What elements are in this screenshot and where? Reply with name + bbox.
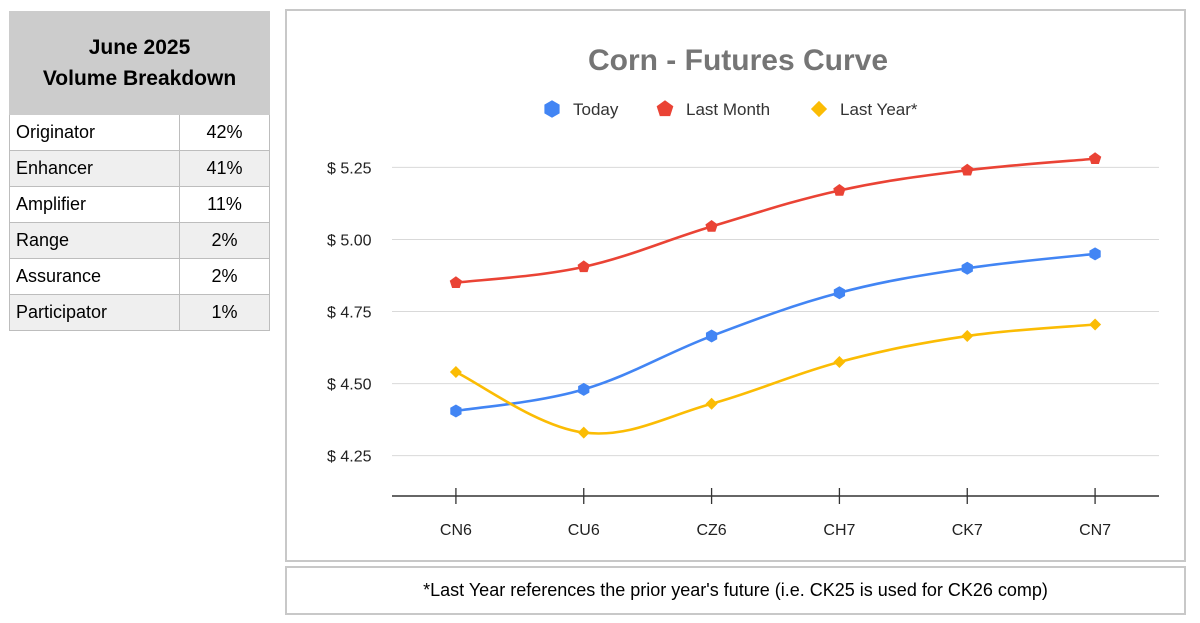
footnote-text: *Last Year references the prior year's f… bbox=[423, 580, 1048, 600]
legend-item-today: Today bbox=[544, 100, 619, 119]
row-value: 41% bbox=[179, 150, 270, 187]
volume-table-title-line1: June 2025 bbox=[88, 36, 191, 59]
chart-title: Corn - Futures Curve bbox=[588, 44, 888, 77]
data-point bbox=[1089, 318, 1102, 331]
row-label: Range bbox=[9, 222, 180, 259]
volume-table-header: June 2025 Volume Breakdown bbox=[9, 11, 270, 115]
series-line-today bbox=[455, 252, 1096, 413]
data-point bbox=[961, 261, 973, 275]
y-tick-label: $ 5.00 bbox=[327, 232, 372, 249]
x-tick-label: CU6 bbox=[568, 522, 600, 539]
table-row: Amplifier 11% bbox=[9, 186, 270, 223]
data-point bbox=[961, 330, 974, 343]
footnote-box: *Last Year references the prior year's f… bbox=[285, 566, 1186, 615]
table-row: Assurance 2% bbox=[9, 258, 270, 295]
chart-series bbox=[449, 152, 1102, 439]
data-point bbox=[705, 329, 718, 343]
data-point bbox=[449, 276, 463, 288]
data-point bbox=[449, 366, 462, 379]
x-tick-label: CN7 bbox=[1079, 522, 1111, 539]
y-tick-label: $ 4.50 bbox=[327, 377, 372, 394]
data-point bbox=[578, 382, 590, 396]
series-last-year bbox=[449, 318, 1102, 439]
row-label: Assurance bbox=[9, 258, 180, 295]
legend-item-last-year: Last Year* bbox=[810, 100, 918, 119]
table-row: Participator 1% bbox=[9, 294, 270, 331]
legend-label: Last Year* bbox=[840, 100, 918, 119]
volume-breakdown-table: June 2025 Volume Breakdown Originator 42… bbox=[9, 11, 270, 331]
legend-item-last-month: Last Month bbox=[656, 100, 770, 119]
x-axis: CN6 CU6 CZ6 CH7 CK7 CN7 bbox=[392, 488, 1159, 539]
data-point bbox=[1088, 152, 1102, 165]
data-point bbox=[833, 355, 846, 368]
y-tick-label: $ 4.25 bbox=[327, 449, 372, 466]
x-tick-label: CK7 bbox=[952, 522, 983, 539]
series-line-last-year bbox=[455, 323, 1096, 435]
series-last-month bbox=[449, 152, 1102, 288]
data-point bbox=[705, 220, 718, 232]
y-axis-tick-labels: $ 4.25 $ 4.50 $ 4.75 $ 5.00 $ 5.25 bbox=[327, 160, 372, 465]
row-value: 1% bbox=[179, 294, 270, 331]
legend-label: Today bbox=[573, 100, 619, 119]
row-label: Amplifier bbox=[9, 186, 180, 223]
data-point bbox=[577, 426, 590, 439]
series-line-last-month bbox=[455, 157, 1096, 284]
pentagon-marker-icon bbox=[656, 100, 674, 117]
table-row: Originator 42% bbox=[9, 114, 270, 151]
row-value: 2% bbox=[179, 258, 270, 295]
hexagon-marker-icon bbox=[544, 100, 560, 118]
volume-table-title: June 2025 Volume Breakdown bbox=[9, 11, 270, 115]
y-tick-label: $ 5.25 bbox=[327, 160, 372, 177]
data-point bbox=[961, 163, 974, 176]
series-today bbox=[450, 247, 1101, 418]
legend-label: Last Month bbox=[686, 100, 770, 119]
row-value: 2% bbox=[179, 222, 270, 259]
data-point bbox=[1089, 247, 1101, 261]
data-point bbox=[833, 286, 846, 300]
data-point bbox=[577, 260, 590, 273]
chart-frame: Corn - Futures Curve Today Last Month Last… bbox=[285, 9, 1186, 562]
x-tick-label: CH7 bbox=[823, 522, 855, 539]
futures-curve-chart: Corn - Futures Curve Today Last Month Last… bbox=[327, 44, 1159, 539]
row-value: 11% bbox=[179, 186, 270, 223]
diamond-marker-icon bbox=[810, 100, 828, 118]
table-row: Range 2% bbox=[9, 222, 270, 259]
y-tick-label: $ 4.75 bbox=[327, 305, 372, 322]
row-label: Originator bbox=[9, 114, 180, 151]
table-row: Enhancer 41% bbox=[9, 150, 270, 187]
x-tick-label: CN6 bbox=[440, 522, 472, 539]
row-value: 42% bbox=[179, 114, 270, 151]
x-tick-label: CZ6 bbox=[696, 522, 726, 539]
row-label: Participator bbox=[9, 294, 180, 331]
volume-table-title-line2: Volume Breakdown bbox=[42, 67, 237, 90]
chart-legend: Today Last Month Last Year* bbox=[544, 100, 918, 119]
data-point bbox=[833, 183, 846, 196]
data-point bbox=[705, 397, 718, 410]
row-label: Enhancer bbox=[9, 150, 180, 187]
data-point bbox=[450, 404, 462, 418]
